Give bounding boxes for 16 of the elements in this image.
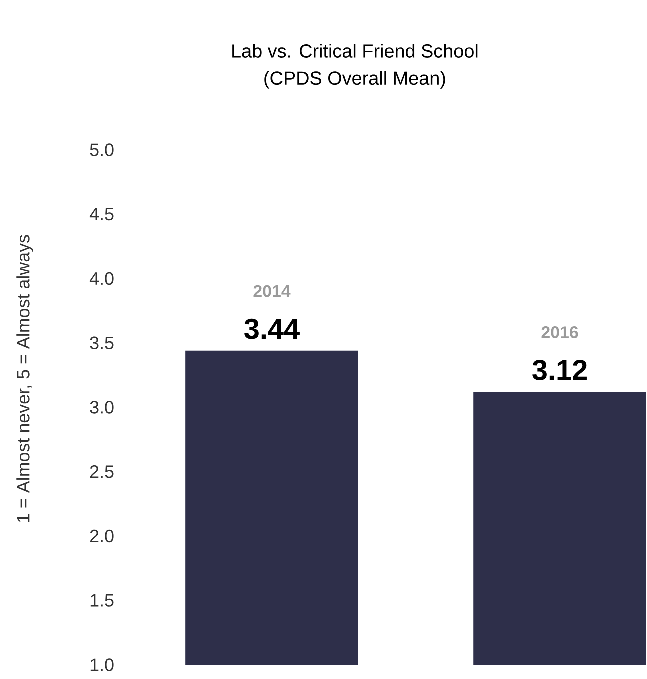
y-tick-label: 2.0 [90, 530, 114, 543]
data-label: 3.44 [244, 318, 300, 340]
y-axis-title: 1 = Almost never, 5 = Almost always [16, 235, 34, 522]
y-tick-label: 4.0 [90, 272, 114, 286]
x-tick-label: 2014 [254, 285, 291, 298]
y-tick-label: 1.5 [90, 594, 114, 607]
y-tick-label: 5.0 [90, 144, 114, 156]
data-label: 3.12 [532, 360, 587, 381]
y-tick-label: 1.0 [90, 658, 114, 672]
chart-subtitle: (CPDS Overall Mean) [264, 71, 446, 89]
y-tick-label: 3.0 [90, 401, 114, 414]
y-tick-label: 4.5 [90, 208, 114, 221]
y-tick-label: 3.5 [90, 336, 114, 350]
x-tick-label: 2016 [542, 326, 578, 339]
chart-title: Lab vs. Critical Friend School [232, 44, 478, 58]
y-tick-label: 2.5 [90, 466, 114, 478]
